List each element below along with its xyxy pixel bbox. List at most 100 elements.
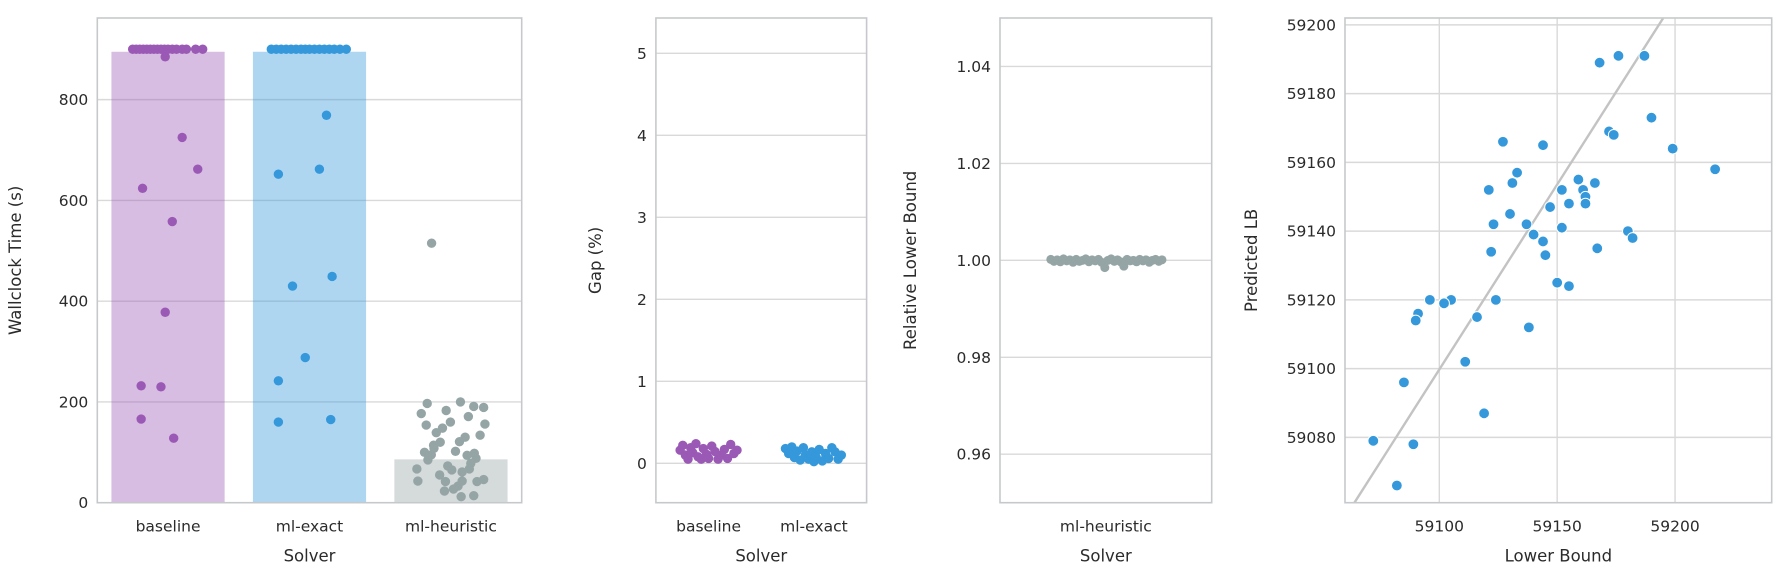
data-point [441,405,451,416]
data-point [190,44,201,54]
data-point [1438,297,1450,310]
y-tick-label: 0.96 [956,446,991,464]
data-point [1612,49,1625,62]
data-point [1537,139,1549,152]
data-point [1593,56,1606,69]
x-tick-label: 59200 [1650,518,1699,536]
data-point [1506,177,1519,189]
x-axis-label: Solver [284,547,336,566]
y-tick-label: 59120 [1287,291,1336,309]
data-point [1539,249,1552,262]
y-tick-label: 59140 [1287,223,1336,241]
spines [655,17,868,504]
data-point [197,44,208,54]
data-point [136,414,146,424]
data-point [1100,263,1110,273]
y-axis-label: Wallclock Time (s) [6,186,25,335]
data-point [1520,218,1533,231]
data-point [193,164,203,174]
y-tick-label: 59180 [1287,85,1336,103]
data-point [321,110,332,120]
data-point [1626,232,1639,244]
y-tick-label: 2 [637,291,647,309]
data-point [440,476,451,487]
data-point [273,417,284,427]
data-point [445,417,456,427]
data-point [1511,166,1523,179]
strip-series-baseline [675,438,742,464]
data-point [341,44,351,54]
data-point [447,465,457,475]
data-point [1572,173,1585,186]
y-tick-label: 59200 [1287,16,1336,34]
data-point [472,476,482,487]
data-point [475,430,485,440]
identity-refline [1353,18,1665,503]
data-point [168,433,179,443]
y-tick-label: 0 [637,455,647,473]
y-tick-label: 3 [637,209,647,227]
y-tick-label: 0.98 [956,349,991,367]
data-point [327,271,337,282]
data-point [462,450,472,461]
data-point [725,439,736,450]
data-point [314,164,325,174]
data-point [798,443,809,453]
y-tick-label: 1.02 [956,155,991,173]
x-axis-label: Lower Bound [1505,547,1612,566]
data-point [450,446,461,457]
data-point [1527,228,1540,241]
data-point [1489,293,1502,306]
data-point [426,238,437,248]
data-point [177,132,187,143]
data-point [1504,208,1516,220]
data-point [1666,142,1679,155]
data-point [1709,163,1722,176]
data-point [1645,111,1658,124]
data-point [683,454,693,464]
data-point [1544,201,1556,213]
data-point [1459,355,1472,368]
x-tick-label: ml-exact [276,518,344,536]
y-tick-label: 600 [59,192,89,210]
data-point [439,486,450,496]
y-tick-label: 800 [59,91,89,109]
data-point [181,44,192,54]
data-point [456,491,466,502]
data-point [1423,293,1436,306]
data-point [1471,311,1483,323]
x-tick-label: ml-heuristic [405,518,497,536]
y-axis-label: Relative Lower Bound [901,171,920,350]
data-point [1607,128,1620,141]
x-tick-label: 59100 [1415,518,1464,536]
data-point [273,376,284,386]
strip-series-ml-heuristic [412,238,490,502]
data-point [287,281,298,291]
y-tick-label: 4 [637,127,647,145]
data-point [326,414,336,425]
bar-ml-exact [252,51,367,503]
data-point [1563,197,1575,210]
bar-baseline [111,51,225,503]
data-point [823,453,834,464]
data-point [478,402,489,413]
data-point [1390,479,1403,492]
chart-predicted-vs-lower-bound: 59080 59100 59120 59140 59160 59180 59200 59100… [1242,16,1773,566]
spines [96,17,523,504]
data-point [1367,434,1380,447]
data-point [722,453,733,464]
data-point [1409,314,1422,327]
spines [999,17,1213,504]
data-point [1485,245,1498,258]
data-point [836,450,847,460]
y-tick-label: 1.00 [956,252,991,270]
y-tick-label: 59160 [1287,154,1336,172]
data-point [137,183,148,193]
data-point [1638,49,1651,62]
x-tick-label: 59150 [1533,518,1582,536]
data-point [423,455,433,465]
data-point [1588,177,1601,189]
data-point [1398,376,1410,389]
